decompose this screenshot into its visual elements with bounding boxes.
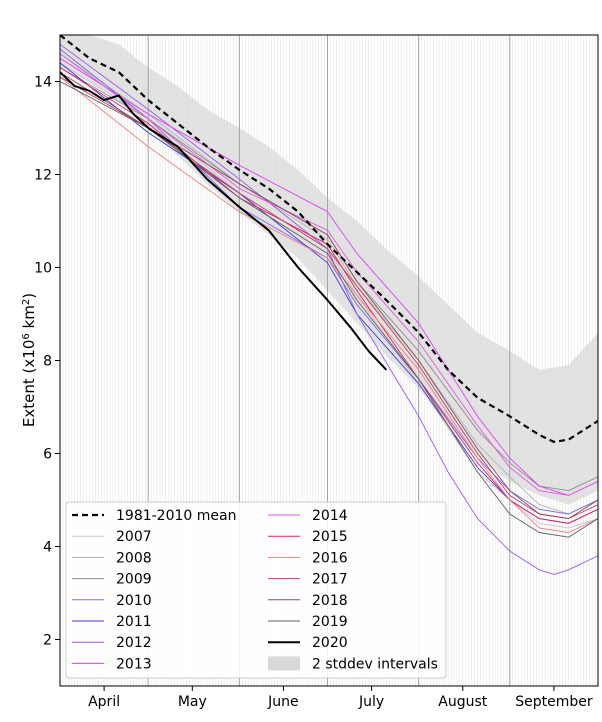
- y-axis-label-prefix: Extent (x10: [20, 340, 38, 427]
- series-line-2012: [60, 43, 598, 575]
- legend-label-2012: 2012: [116, 635, 152, 651]
- series-line-2016: [60, 76, 598, 533]
- legend-label-2020: 2020: [312, 635, 348, 651]
- series-line-2020: [60, 71, 388, 371]
- plot-area: [60, 35, 598, 686]
- legend-label-2011: 2011: [116, 614, 152, 630]
- legend-label-2013: 2013: [116, 656, 152, 672]
- y-axis-label-sup-2: 2: [21, 299, 32, 305]
- legend-label-2008: 2008: [116, 550, 152, 566]
- legend-label-2014: 2014: [312, 508, 348, 524]
- legend-label-2018: 2018: [312, 593, 348, 609]
- legend-label-2007: 2007: [116, 529, 152, 545]
- y-tick-label: 8: [43, 354, 52, 370]
- stddev-band: [60, 35, 598, 505]
- y-tick-label: 2: [43, 633, 52, 649]
- legend-label-2-stddev-intervals: 2 stddev intervals: [312, 656, 438, 672]
- legend-label-2015: 2015: [312, 529, 348, 545]
- series-line-2018: [60, 71, 598, 520]
- y-tick-label: 6: [43, 447, 52, 463]
- x-tick-label-september: September: [515, 694, 593, 710]
- y-tick-label: 12: [34, 168, 52, 184]
- y-axis-label-suffix: ): [20, 293, 38, 299]
- x-tick-label-may: May: [178, 694, 207, 710]
- legend: 1981-2010 mean 2007 2008 2009 2010 2011 2012 20…: [65, 501, 447, 679]
- legend-label-1981-2010-mean: 1981-2010 mean: [116, 508, 236, 524]
- series-line-2019: [60, 81, 598, 538]
- legend-label-2016: 2016: [312, 550, 348, 566]
- y-axis: 2 4 6 8 10 12 14: [34, 75, 60, 649]
- mean-line: [60, 35, 598, 444]
- legend-swatch-band: [268, 656, 300, 671]
- year-series-layer: [60, 43, 598, 575]
- x-tick-label-april: April: [88, 694, 120, 710]
- legend-label-2010: 2010: [116, 593, 152, 609]
- y-axis-label: Extent (x106 km2): [20, 293, 38, 427]
- x-tick-label-july: July: [358, 694, 384, 710]
- x-tick-label-august: August: [438, 694, 488, 710]
- series-line-2009: [60, 67, 598, 492]
- y-axis-label-mid: km: [20, 305, 38, 333]
- legend-label-2019: 2019: [312, 614, 348, 630]
- mean-line-layer: [60, 35, 598, 444]
- y-tick-label: 4: [43, 540, 52, 556]
- legend-label-2017: 2017: [312, 572, 348, 588]
- x-tick-label-june: June: [267, 694, 299, 710]
- x-axis: April May June July August September: [88, 686, 593, 710]
- series-line-2013: [60, 57, 598, 496]
- y-tick-label: 14: [34, 75, 52, 91]
- y-tick-label: 10: [34, 261, 52, 277]
- legend-box: [65, 501, 447, 679]
- legend-label-2009: 2009: [116, 572, 152, 588]
- y-axis-label-sup-6: 6: [21, 333, 32, 339]
- stddev-band-layer: [60, 35, 598, 505]
